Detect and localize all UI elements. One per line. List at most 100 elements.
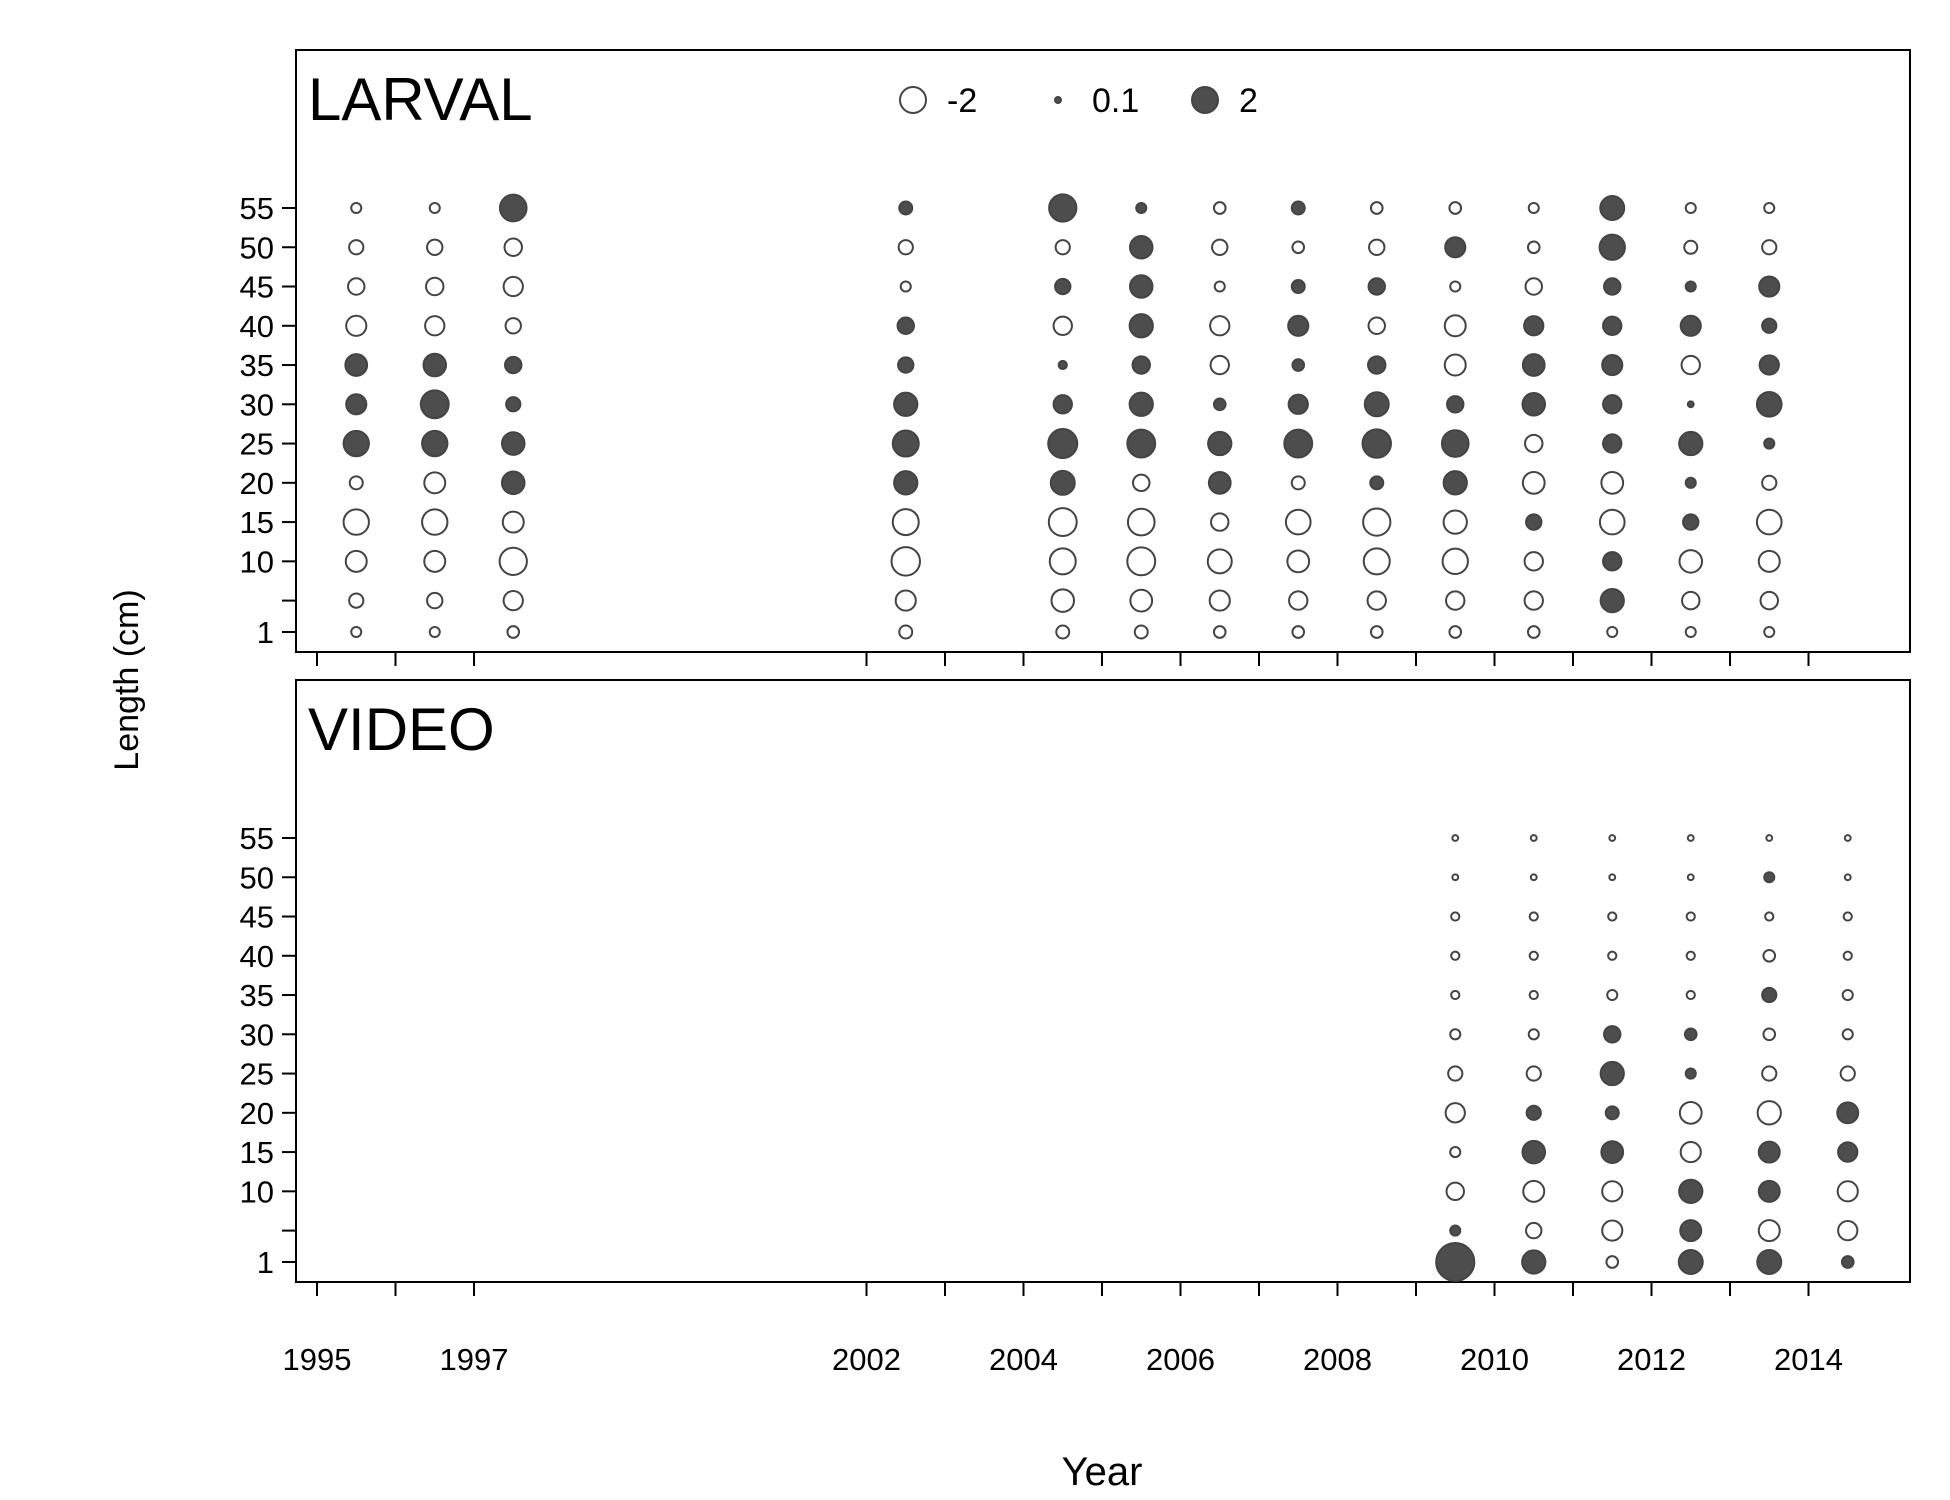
bubble-point (1523, 590, 1544, 611)
bubble-point (1686, 834, 1695, 842)
bubble-point (1836, 1180, 1859, 1203)
bubble-point (423, 471, 447, 495)
bubble-point (1126, 428, 1157, 459)
bubble-point (1606, 989, 1619, 1002)
bubble-point (503, 237, 523, 257)
bubble-point (1680, 354, 1701, 376)
bubble-point (1287, 393, 1309, 415)
bubble-point (1057, 359, 1068, 371)
bubble-point (422, 352, 448, 378)
bubble-point (1601, 353, 1624, 377)
bubble-point (1054, 239, 1071, 256)
y-tick-label: 15 (240, 1135, 274, 1170)
bubble-point (1290, 200, 1306, 216)
bubble-point (1128, 391, 1154, 417)
bubble-point (1054, 277, 1072, 296)
bubble-point (1287, 314, 1310, 337)
y-tick-label: 45 (240, 900, 274, 935)
bubble-point (500, 431, 526, 456)
bubble-point (423, 549, 447, 573)
bubble-point (1608, 873, 1617, 882)
bubble-point (505, 396, 522, 413)
x-axis-title: Year (1062, 1450, 1143, 1494)
x-tick-label: 2012 (1617, 1342, 1686, 1377)
bubble-point (498, 546, 528, 576)
bubble-point (1678, 1100, 1703, 1125)
bubble-point (1607, 911, 1618, 922)
bubble-point (1369, 625, 1384, 639)
bubble-point (1599, 1060, 1625, 1087)
bubble-point (891, 508, 920, 537)
x-tick-label: 2004 (989, 1342, 1058, 1377)
bubble-point (498, 193, 528, 223)
bubble-point (1529, 873, 1538, 882)
bubble-point (1526, 240, 1541, 255)
bubble-point (1369, 475, 1385, 491)
bubble-point (428, 201, 441, 215)
bubble-point (1529, 834, 1538, 842)
bubble-point (1212, 625, 1227, 639)
bubble-point (1686, 400, 1695, 409)
bubble-point (1527, 1028, 1540, 1041)
bubble-point (1755, 390, 1783, 418)
bubble-point (1602, 315, 1623, 336)
bubble-point (1290, 279, 1306, 295)
bubble-point (1755, 508, 1783, 536)
y-tick-label: 1 (257, 1245, 274, 1280)
bubble-point (1684, 476, 1697, 489)
y-tick-label: 40 (240, 939, 274, 974)
bubble-point (1126, 546, 1157, 577)
bubble-point (1527, 201, 1540, 215)
bubble-point (1291, 240, 1306, 255)
legend-label: 2 (1239, 82, 1258, 120)
bubble-point (1599, 195, 1626, 221)
bubble-point (1599, 587, 1625, 614)
bubble-point (342, 429, 370, 458)
bubble-point (1449, 1146, 1462, 1159)
bubble-point (899, 280, 912, 293)
bubble-point (1212, 397, 1227, 412)
bubble-point (1451, 834, 1460, 842)
bubble-point (1450, 989, 1461, 1001)
bubble-point (1443, 314, 1467, 338)
bubble-point (1525, 1221, 1543, 1240)
y-tick-label: 30 (240, 1017, 274, 1052)
y-tick-label: 30 (240, 387, 274, 422)
bubble-point (1598, 233, 1626, 261)
bubble-point (1435, 1241, 1476, 1283)
bubble-point (1449, 1224, 1462, 1237)
bubble-point (1129, 588, 1154, 613)
bubble-point (1521, 392, 1547, 417)
bubble-point (1601, 1219, 1624, 1242)
bubble-point (1442, 509, 1468, 535)
bubble-point (501, 510, 525, 534)
legend: -2 0.1 2 (899, 82, 1258, 120)
bubble-point (1836, 1101, 1860, 1125)
bubble-point (426, 591, 444, 610)
bubble-point (348, 239, 365, 256)
bubble-point (345, 393, 368, 416)
bubble-point (1606, 625, 1619, 639)
bubble-point (1757, 549, 1781, 573)
bubble-point (1291, 358, 1306, 372)
bubble-point (1052, 315, 1073, 336)
bubble-point (1449, 1028, 1462, 1041)
y-tick-label: 45 (240, 270, 274, 305)
bubble-point (1211, 238, 1229, 256)
bubble-point (344, 549, 368, 573)
bubble-point (1607, 950, 1618, 961)
bubble-point (1842, 911, 1853, 922)
bubble-point (1837, 1141, 1859, 1163)
bubble-point (1450, 911, 1461, 922)
bubble-point (1677, 1249, 1704, 1275)
bubble-point (1679, 1219, 1703, 1243)
bubble-point (1600, 1140, 1625, 1164)
bubble-point (1525, 1104, 1542, 1121)
panel-label: LARVAL (308, 66, 533, 133)
bubble-point (1209, 354, 1230, 376)
bubble-point (1678, 549, 1704, 574)
bubble-point (1765, 834, 1774, 842)
x-tick-label: 1997 (440, 1342, 509, 1377)
bubble-point (1450, 950, 1461, 961)
bubble-point (1757, 1219, 1781, 1243)
